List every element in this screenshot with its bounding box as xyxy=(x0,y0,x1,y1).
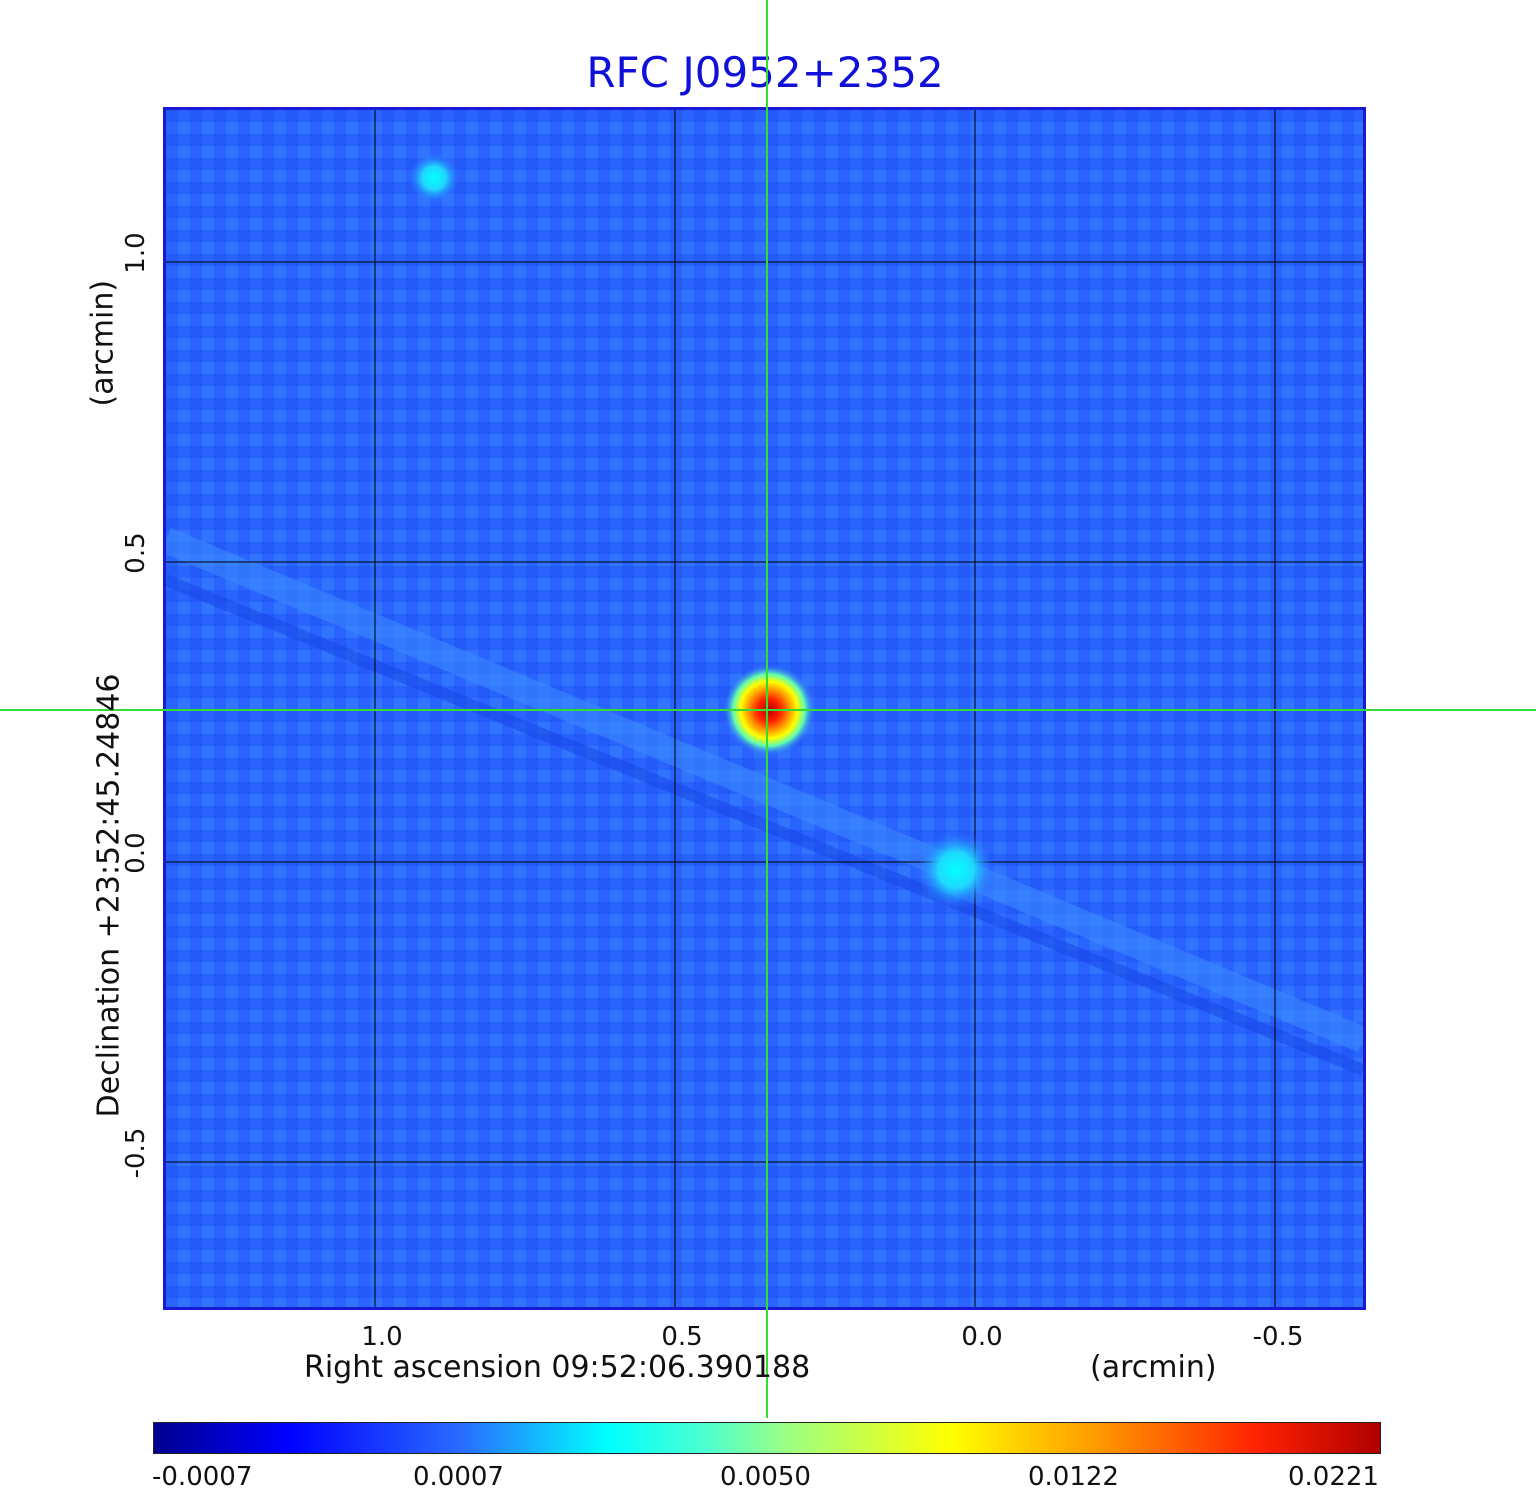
x-tick-label: 0.0 xyxy=(961,1322,1003,1352)
sidelobe-streak xyxy=(166,528,1363,1052)
map-title: RFC J0952+2352 xyxy=(586,48,944,97)
x-tick-label: 1.0 xyxy=(361,1322,403,1352)
weak-source-upper-left xyxy=(408,152,460,204)
colorbar-tick-label: -0.0007 xyxy=(152,1462,253,1492)
colorbar-tick-label: 0.0122 xyxy=(1028,1462,1119,1492)
colorbar-tick-label: 0.0007 xyxy=(413,1462,504,1492)
x-tick-label: -0.5 xyxy=(1252,1322,1304,1352)
colorbar xyxy=(153,1422,1381,1454)
radio-map-image xyxy=(166,110,1363,1307)
weak-source-secondary xyxy=(916,830,996,910)
x-tick-label: 0.5 xyxy=(661,1322,703,1352)
x-axis-unit: (arcmin) xyxy=(1090,1350,1217,1385)
colorbar-tick-label: 0.0050 xyxy=(720,1462,811,1492)
crosshair-horizontal xyxy=(0,709,1536,711)
y-tick-label: 1.0 xyxy=(121,232,151,274)
x-axis-label: Right ascension 09:52:06.390188 xyxy=(304,1350,811,1385)
radio-map[interactable] xyxy=(163,107,1366,1310)
y-axis-unit: (arcmin) xyxy=(85,279,121,407)
y-tick-label: 0.5 xyxy=(121,532,151,574)
sidelobe-streak-dark xyxy=(166,574,1363,1076)
colorbar-tick-label: 0.0221 xyxy=(1288,1462,1379,1492)
coordinate-grid xyxy=(166,110,1363,1307)
y-axis-label: Declination +23:52:45.24846 xyxy=(91,673,127,1118)
